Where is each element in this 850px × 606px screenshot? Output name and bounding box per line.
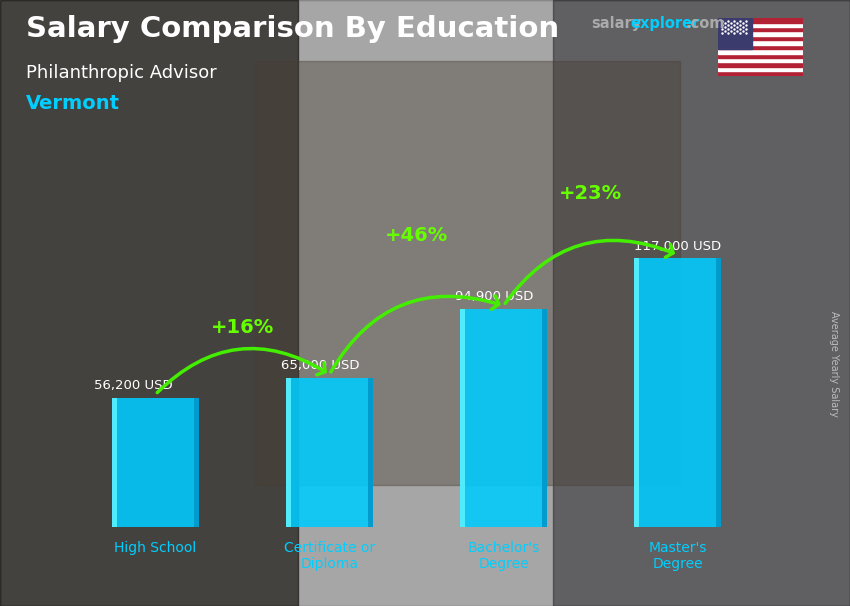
Bar	[634, 258, 639, 527]
Bar	[552, 0, 850, 606]
Text: salary: salary	[591, 16, 641, 32]
Text: .com: .com	[685, 16, 724, 32]
Bar	[286, 378, 291, 527]
Text: +16%: +16%	[211, 318, 274, 337]
Text: +46%: +46%	[385, 226, 448, 245]
Bar	[718, 32, 803, 36]
Bar	[718, 18, 752, 49]
Bar	[255, 61, 680, 485]
Bar	[111, 398, 199, 527]
Bar	[718, 27, 803, 32]
Text: 65,000 USD: 65,000 USD	[280, 359, 360, 372]
Bar	[718, 36, 803, 41]
Text: Salary Comparison By Education: Salary Comparison By Education	[26, 15, 558, 43]
Bar	[718, 49, 803, 53]
Bar	[542, 309, 547, 527]
Bar	[634, 258, 722, 527]
Bar	[718, 72, 803, 76]
Bar	[460, 309, 547, 527]
Bar	[716, 258, 722, 527]
Bar	[286, 378, 373, 527]
Bar	[718, 41, 803, 45]
Text: 117,000 USD: 117,000 USD	[634, 239, 722, 253]
Bar	[718, 22, 803, 27]
Bar	[718, 58, 803, 62]
Bar	[460, 309, 465, 527]
Bar	[718, 53, 803, 58]
Bar	[368, 378, 373, 527]
Bar	[718, 67, 803, 72]
Bar	[111, 398, 117, 527]
Bar	[718, 45, 803, 49]
Text: +23%: +23%	[559, 184, 622, 204]
Bar	[194, 398, 199, 527]
Text: 94,900 USD: 94,900 USD	[455, 290, 533, 304]
Text: Philanthropic Advisor: Philanthropic Advisor	[26, 64, 216, 82]
Text: Average Yearly Salary: Average Yearly Salary	[829, 311, 839, 416]
Bar	[718, 18, 803, 22]
Bar	[718, 62, 803, 67]
Bar	[0, 0, 298, 606]
Text: explorer: explorer	[631, 16, 700, 32]
Text: Vermont: Vermont	[26, 94, 120, 113]
Text: 56,200 USD: 56,200 USD	[94, 379, 173, 392]
